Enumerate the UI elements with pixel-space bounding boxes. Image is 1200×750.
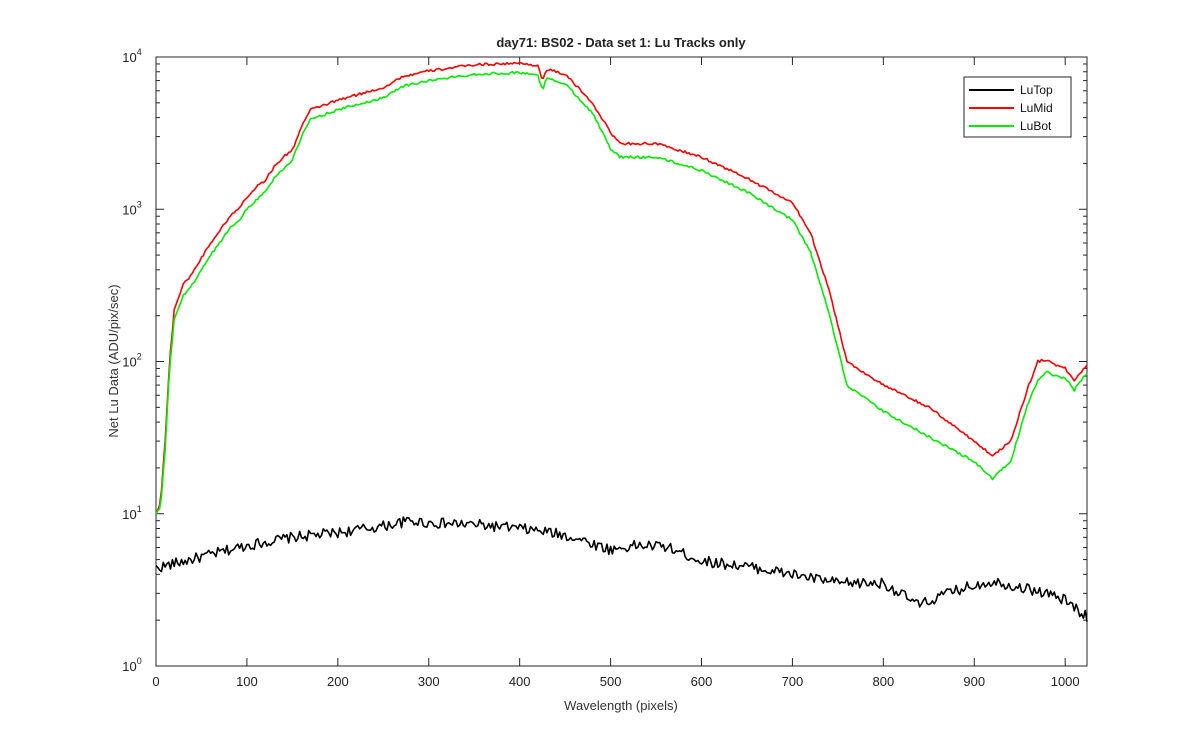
y-axis-label: Net Lu Data (ADU/pix/sec) bbox=[106, 284, 121, 437]
x-tick-label: 0 bbox=[152, 674, 159, 689]
axes-box bbox=[155, 56, 1088, 667]
chart-title: day71: BS02 - Data set 1: Lu Tracks only bbox=[496, 35, 746, 50]
x-tick-label: 1000 bbox=[1051, 674, 1080, 689]
x-tick-label: 800 bbox=[872, 674, 894, 689]
series-line-lubot bbox=[155, 70, 1088, 515]
x-axis-label: Wavelength (pixels) bbox=[564, 698, 678, 713]
series-line-lumid bbox=[155, 61, 1088, 514]
legend-label-lubot: LuBot bbox=[1020, 119, 1052, 133]
x-tick-label: 200 bbox=[327, 674, 349, 689]
y-tick-label: 100 bbox=[122, 656, 141, 674]
x-tick-label: 500 bbox=[600, 674, 622, 689]
series-line-lutop bbox=[155, 516, 1088, 622]
x-tick-label: 600 bbox=[691, 674, 713, 689]
x-tick-label: 900 bbox=[963, 674, 985, 689]
ticks-layer: 0 100 200 300 400 500 600 700 800 900 1000 100 101 10… bbox=[122, 47, 1087, 689]
x-tick-label: 700 bbox=[782, 674, 804, 689]
legend: LuTop LuMid LuBot bbox=[963, 76, 1072, 138]
plot-area: 0 100 200 300 400 500 600 700 800 900 1000 100 101 10… bbox=[122, 47, 1088, 689]
y-tick-label: 102 bbox=[122, 352, 141, 370]
series-layer bbox=[155, 61, 1088, 622]
x-tick-label: 300 bbox=[418, 674, 440, 689]
legend-label-lutop: LuTop bbox=[1020, 83, 1053, 97]
legend-label-lumid: LuMid bbox=[1020, 101, 1053, 115]
x-tick-label: 100 bbox=[236, 674, 258, 689]
x-tick-label: 400 bbox=[509, 674, 531, 689]
y-tick-label: 101 bbox=[122, 504, 141, 522]
y-tick-label: 103 bbox=[122, 199, 141, 217]
y-tick-label: 104 bbox=[122, 47, 141, 65]
